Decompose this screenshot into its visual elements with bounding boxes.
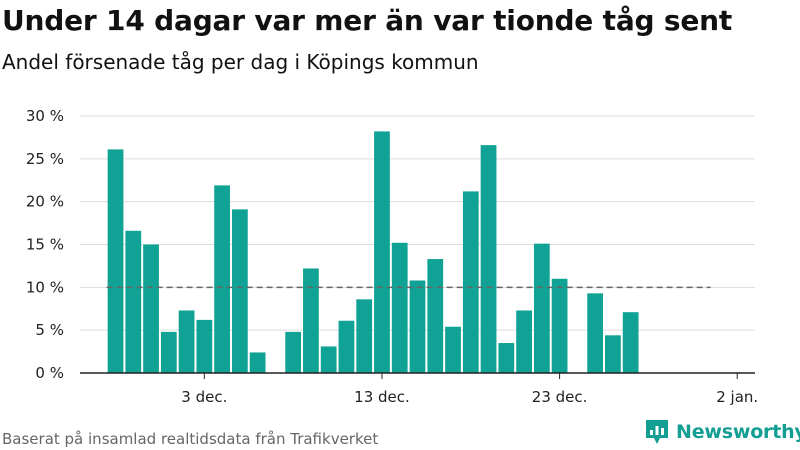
bar <box>427 259 444 373</box>
bar <box>622 312 639 373</box>
x-tick-label: 3 dec. <box>181 388 227 406</box>
bar <box>285 331 302 373</box>
bar <box>462 191 479 373</box>
y-tick-label: 15 % <box>26 236 64 254</box>
bar <box>196 319 213 373</box>
bar <box>516 310 532 373</box>
bar <box>214 185 230 373</box>
bar <box>178 310 195 373</box>
bar <box>498 343 515 373</box>
y-tick-label: 25 % <box>26 150 64 168</box>
y-tick-label: 30 % <box>26 107 64 125</box>
bars <box>107 131 639 373</box>
chart-subtitle: Andel försenade tåg per dag i Köpings ko… <box>2 50 479 74</box>
brand-logo: Newsworthy <box>644 418 800 446</box>
bar <box>160 331 177 373</box>
bar <box>303 268 319 373</box>
bar <box>249 352 266 373</box>
bar <box>125 230 142 373</box>
bar <box>338 320 355 373</box>
chart-title: Under 14 dagar var mer än var tionde tåg… <box>2 4 733 37</box>
bar <box>320 346 337 373</box>
bar <box>587 293 604 373</box>
bar <box>143 244 159 373</box>
y-axis-labels: 0 % 5 % 10 % 15 % 20 % 25 % 30 % <box>26 107 64 382</box>
source-note: Baserat på insamlad realtidsdata från Tr… <box>2 430 379 448</box>
brand-name: Newsworthy <box>676 421 800 443</box>
bar <box>480 145 497 373</box>
x-tick-label: 13 dec. <box>354 388 410 406</box>
bar <box>409 280 426 373</box>
bar <box>391 242 408 373</box>
bar <box>107 149 124 373</box>
x-axis: 3 dec. 13 dec. 23 dec. 2 jan. <box>80 372 758 406</box>
bar <box>374 131 390 373</box>
bar <box>356 299 373 373</box>
bar <box>445 326 461 373</box>
x-tick-label: 23 dec. <box>532 388 588 406</box>
bar <box>231 209 248 373</box>
bar <box>533 243 550 373</box>
y-tick-label: 10 % <box>26 278 64 296</box>
y-tick-label: 5 % <box>35 321 64 339</box>
y-tick-label: 20 % <box>26 193 64 211</box>
bar <box>605 335 621 373</box>
bar <box>551 278 568 373</box>
x-tick-label: 2 jan. <box>716 388 758 406</box>
newsworthy-logo-icon <box>646 420 668 444</box>
y-tick-label: 0 % <box>35 364 64 382</box>
